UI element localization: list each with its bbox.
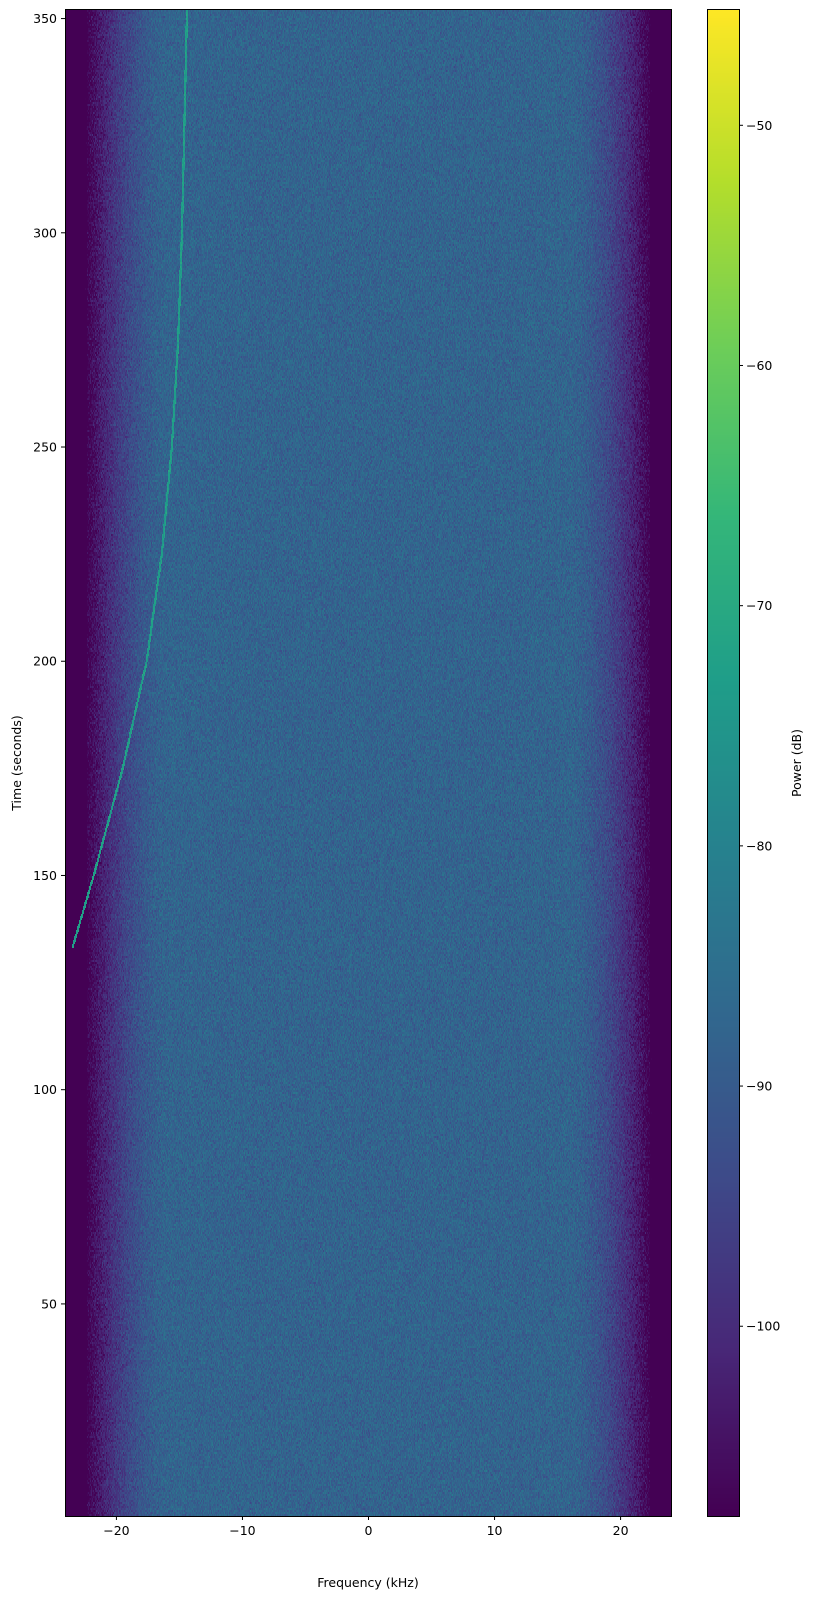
y-axis-label: Time (seconds) <box>9 715 24 811</box>
y-tick-label: 250 <box>33 440 57 455</box>
x-tick-label: 0 <box>365 1523 373 1538</box>
plot-frame <box>65 9 672 1517</box>
colorbar-frame <box>707 9 740 1517</box>
y-axis-ticks: 50 100 150 200 250 300 350 <box>33 11 65 1311</box>
x-tick-label: −20 <box>103 1523 129 1538</box>
y-tick-label: 300 <box>33 225 57 240</box>
x-axis-ticks: −20 −10 0 10 20 <box>103 1516 629 1538</box>
colorbar-tick-label: −100 <box>746 1319 780 1334</box>
x-tick-label: 10 <box>487 1523 503 1538</box>
spectrogram-image <box>66 10 671 1516</box>
colorbar-tick-label: −70 <box>746 598 772 613</box>
x-tick-label: −10 <box>229 1523 255 1538</box>
x-axis-label: Frequency (kHz) <box>317 1575 419 1590</box>
y-tick-label: 200 <box>33 654 57 669</box>
y-tick-label: 150 <box>33 868 57 883</box>
y-tick-label: 50 <box>41 1296 57 1311</box>
colorbar-image <box>708 10 739 1516</box>
y-tick-label: 100 <box>33 1082 57 1097</box>
colorbar-label: Power (dB) <box>789 729 804 797</box>
x-tick-label: 20 <box>613 1523 629 1538</box>
y-tick-label: 350 <box>33 11 57 26</box>
colorbar-tick-label: −50 <box>746 118 772 133</box>
colorbar-tick-label: −90 <box>746 1079 772 1094</box>
colorbar-tick-label: −80 <box>746 838 772 853</box>
colorbar-ticks: −100 −90 −80 −70 −60 −50 <box>739 118 780 1334</box>
colorbar-tick-label: −60 <box>746 358 772 373</box>
